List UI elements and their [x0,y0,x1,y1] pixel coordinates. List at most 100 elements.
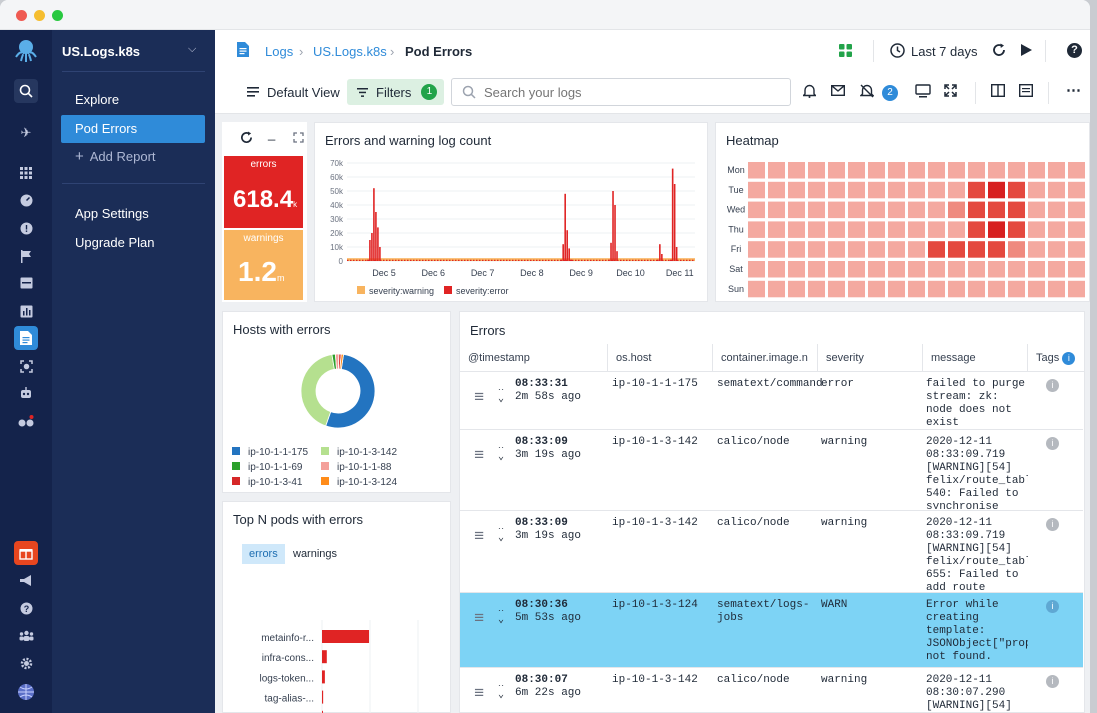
clock-icon[interactable] [890,43,905,61]
heatmap-cell [1048,241,1065,258]
expand-icon[interactable] [944,84,957,100]
error-bar [564,193,566,261]
search-input[interactable] [484,83,774,101]
help-button[interactable]: ? [1067,43,1082,58]
minimize-widget-icon[interactable]: _ [268,126,276,141]
maximize-window-button[interactable] [52,10,63,21]
time-range-picker[interactable]: Last 7 days [911,44,978,59]
breadcrumb-separator: › [390,44,395,59]
tab-errors[interactable]: errors [242,544,285,564]
divider [1045,40,1046,62]
severity-cell: warning [821,674,868,686]
heatmap-cell [808,241,825,258]
bell-icon[interactable] [801,84,818,101]
column-header-host[interactable]: os.host [608,344,713,372]
help-icon[interactable]: ? [14,596,38,620]
mail-icon[interactable] [830,84,846,99]
drag-handle-icon[interactable]: ≡ [474,392,485,405]
info-icon[interactable]: i [1046,379,1059,392]
error-baseline-bar [452,259,454,261]
expand-chevron-icon[interactable]: ⌃ ⌄ [498,685,505,699]
drag-handle-icon[interactable]: ≡ [474,531,485,544]
donut-slice [339,353,344,370]
breadcrumb-app[interactable]: US.Logs.k8s [313,44,387,59]
column-header-tags[interactable]: Tags i [1028,344,1084,372]
sidebar-item-upgrade-plan[interactable]: Upgrade Plan [75,235,155,250]
list-view-icon[interactable] [1018,83,1034,100]
logs-icon[interactable] [14,326,38,350]
team-icon[interactable] [14,624,38,648]
sidebar-item-add-report[interactable]: + Add Report [61,143,205,171]
breadcrumb-logs[interactable]: Logs [265,44,294,59]
inbox-icon[interactable] [14,271,38,295]
heatmap-cell [788,241,805,258]
globe-icon[interactable] [14,680,38,704]
warnings-count-tile[interactable]: warnings 1.2m [224,230,303,300]
flag-icon[interactable] [14,244,38,268]
info-icon[interactable]: i [1046,675,1059,688]
column-header-message[interactable]: message [923,344,1028,372]
settings-icon[interactable] [14,651,38,675]
play-icon[interactable] [1021,44,1032,59]
megaphone-icon[interactable] [14,569,38,593]
error-bar [566,230,568,261]
heatmap-row-label: Wed [727,205,745,215]
dashboard-icon[interactable] [14,188,38,212]
expand-chevron-icon[interactable]: ⌃ ⌄ [498,528,505,542]
column-header-severity[interactable]: severity [818,344,923,372]
expand-chevron-icon[interactable]: ⌃ ⌄ [498,610,505,624]
info-icon[interactable]: i [1062,352,1076,365]
search-box[interactable] [451,78,791,106]
alert-icon[interactable] [14,216,38,240]
grid-icon[interactable] [14,161,38,185]
column-header-image[interactable]: container.image.n [713,344,818,372]
drag-handle-icon[interactable]: ≡ [474,450,485,463]
monitor-icon[interactable] [915,84,931,101]
scan-icon[interactable] [14,354,38,378]
heatmap-cell [928,241,945,258]
rocket-icon[interactable]: ✈ [20,125,32,140]
table-row[interactable]: ≡ ⌃ ⌄ 08:30:36 5m 53s ago ip-10-1-3-124 semat… [460,593,1083,668]
minimize-window-button[interactable] [34,10,45,21]
sidebar-item-explore[interactable]: Explore [75,92,120,107]
apps-grid-icon[interactable] [839,44,852,60]
column-header-timestamp[interactable]: @timestamp [460,344,608,372]
refresh-icon[interactable] [992,43,1006,60]
alerts-count-badge[interactable]: 2 [882,85,898,101]
info-icon[interactable]: i [1046,600,1059,613]
chevron-down-icon[interactable]: ⌵ [188,43,197,55]
octopus-logo-icon[interactable] [11,38,41,62]
errors-table-panel: Errors @timestamp os.host container.imag… [459,311,1085,713]
expand-chevron-icon[interactable]: ⌃ ⌄ [498,389,505,403]
chart-icon[interactable] [14,299,38,323]
account-name[interactable]: US.Logs.k8s [62,44,141,59]
table-row[interactable]: ≡ ⌃ ⌄ 08:33:09 3m 19s ago ip-10-1-3-142 calic… [460,430,1083,511]
table-row[interactable]: ≡ ⌃ ⌄ 08:33:31 2m 58s ago ip-10-1-1-175 semat… [460,372,1083,430]
expand-chevron-icon[interactable]: ⌃ ⌄ [498,447,505,461]
table-row[interactable]: ≡ ⌃ ⌄ 08:33:09 3m 19s ago ip-10-1-3-142 calic… [460,511,1083,593]
errors-count-tile[interactable]: errors 618.4k [224,156,303,228]
info-icon[interactable]: i [1046,437,1059,450]
drag-handle-icon[interactable]: ≡ [474,688,485,701]
more-options-icon[interactable]: ⋯ [1066,82,1082,99]
filters-button[interactable]: Filters 1 [347,79,444,105]
split-view-icon[interactable] [990,83,1006,100]
search-icon[interactable] [14,79,38,103]
heatmap-cell [888,261,905,278]
default-view-button[interactable]: Default View [241,79,346,106]
sidebar-item-app-settings[interactable]: App Settings [75,206,149,221]
mute-bell-icon[interactable] [859,84,875,101]
info-icon[interactable]: i [1046,518,1059,531]
table-row[interactable]: ≡ ⌃ ⌄ 08:30:07 6m 22s ago ip-10-1-3-142 calic… [460,668,1083,712]
sidebar-item-pod-errors[interactable]: Pod Errors [61,115,205,143]
error-baseline-bar [671,259,673,261]
refresh-widget-icon[interactable] [240,131,253,147]
expand-widget-icon[interactable] [293,131,304,146]
close-window-button[interactable] [16,10,27,21]
robot-icon[interactable] [14,381,38,405]
tab-warnings[interactable]: warnings [293,548,338,560]
drag-handle-icon[interactable]: ≡ [474,613,485,626]
gift-icon[interactable] [14,541,38,565]
error-baseline-bar [668,259,670,261]
binoculars-icon[interactable] [14,409,38,433]
